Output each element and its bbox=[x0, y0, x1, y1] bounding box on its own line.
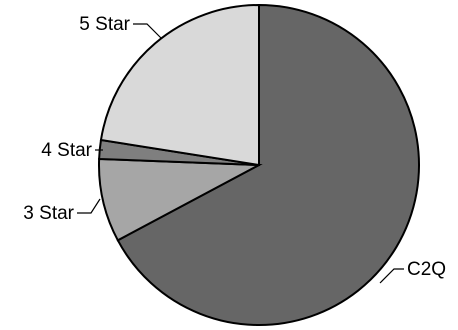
slice-label-4-star: 4 Star bbox=[41, 140, 92, 161]
pie-slice-c2q bbox=[116, 3, 420, 326]
slice-label-c2q: C2Q bbox=[407, 259, 446, 280]
slice-label-5-star: 5 Star bbox=[79, 14, 130, 35]
leader-line-c2q bbox=[379, 268, 404, 284]
slice-label-3-star: 3 Star bbox=[23, 203, 74, 224]
pie-slice-5-star bbox=[99, 3, 260, 167]
pie-slices bbox=[98, 3, 420, 326]
leader-lines bbox=[77, 23, 404, 284]
leader-line-5-star bbox=[133, 23, 162, 39]
leader-line-3-star bbox=[77, 198, 101, 214]
pie-slice-3-star bbox=[98, 157, 263, 242]
slice-labels: C2Q 3 Star 4 Star 5 Star bbox=[23, 14, 446, 280]
